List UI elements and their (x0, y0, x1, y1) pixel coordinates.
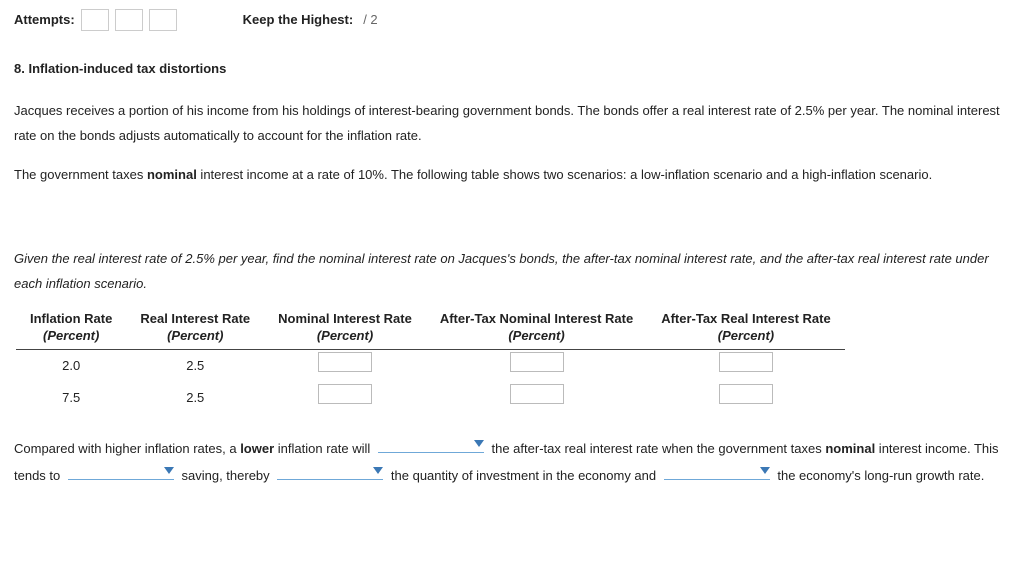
chevron-down-icon (474, 440, 484, 447)
col-atn-unit: (Percent) (440, 328, 633, 345)
question-number: 8. (14, 61, 25, 76)
col-inflation-label: Inflation Rate (30, 311, 112, 326)
input-after-tax-nominal-2[interactable] (510, 384, 564, 404)
paragraph-2: The government taxes nominal interest in… (14, 163, 1010, 188)
dropdown-2[interactable] (68, 463, 174, 480)
rates-table: Inflation Rate (Percent) Real Interest Ra… (16, 311, 845, 415)
question-title: 8. Inflation-induced tax distortions (14, 57, 1010, 82)
attempt-box-2[interactable] (115, 9, 143, 31)
col-inflation-unit: (Percent) (30, 328, 112, 345)
para1-text: Jacques receives a portion of his income… (14, 103, 879, 118)
col-nominal-unit: (Percent) (278, 328, 412, 345)
cell-inflation: 2.0 (16, 349, 126, 382)
attempts-label: Attempts: (14, 8, 75, 33)
chevron-down-icon (760, 467, 770, 474)
input-after-tax-nominal-1[interactable] (510, 352, 564, 372)
dropdown-3[interactable] (277, 463, 383, 480)
table-row: 2.0 2.5 (16, 349, 845, 382)
dropdown-4[interactable] (664, 463, 770, 480)
col-nominal: Nominal Interest Rate (Percent) (264, 311, 426, 349)
dropdown-1[interactable] (378, 436, 484, 453)
col-after-tax-real: After-Tax Real Interest Rate (Percent) (647, 311, 845, 349)
table-row: 7.5 2.5 (16, 382, 845, 415)
fill-t3b: nominal (825, 441, 875, 456)
fill-t2: inflation rate will (274, 441, 374, 456)
para3a-text: The government taxes (14, 167, 147, 182)
col-real-unit: (Percent) (140, 328, 250, 345)
para3b-text: nominal (147, 167, 197, 182)
input-nominal-1[interactable] (318, 352, 372, 372)
para3c-text: interest income at a rate of 10%. The fo… (197, 167, 932, 182)
fill-t1b: lower (240, 441, 274, 456)
fill-t1: Compared with higher inflation rates, a (14, 441, 240, 456)
keep-highest-label: Keep the Highest: (243, 8, 354, 33)
input-after-tax-real-2[interactable] (719, 384, 773, 404)
fill-t7: the economy's long-run growth rate. (777, 468, 984, 483)
question-heading: Inflation-induced tax distortions (28, 61, 226, 76)
instruction-text: Given the real interest rate of 2.5% per… (14, 247, 1010, 296)
attempt-box-3[interactable] (149, 9, 177, 31)
input-nominal-2[interactable] (318, 384, 372, 404)
col-real: Real Interest Rate (Percent) (126, 311, 264, 349)
col-inflation: Inflation Rate (Percent) (16, 311, 126, 349)
fill-t6: the quantity of investment in the econom… (391, 468, 660, 483)
cell-real: 2.5 (126, 349, 264, 382)
attempts-bar: Attempts: Keep the Highest: / 2 (14, 8, 1010, 33)
col-atr-label: After-Tax Real Interest Rate (661, 311, 831, 326)
fill-t5: saving, thereby (182, 468, 274, 483)
fill-in-paragraph: Compared with higher inflation rates, a … (14, 435, 1010, 490)
col-nominal-label: Nominal Interest Rate (278, 311, 412, 326)
paragraph-1: Jacques receives a portion of his income… (14, 99, 1010, 148)
keep-highest-value: / 2 (363, 8, 377, 33)
cell-inflation: 7.5 (16, 382, 126, 415)
attempt-box-1[interactable] (81, 9, 109, 31)
col-after-tax-nominal: After-Tax Nominal Interest Rate (Percent) (426, 311, 647, 349)
cell-real: 2.5 (126, 382, 264, 415)
chevron-down-icon (164, 467, 174, 474)
chevron-down-icon (373, 467, 383, 474)
col-real-label: Real Interest Rate (140, 311, 250, 326)
fill-t3: the after-tax real interest rate when th… (492, 441, 826, 456)
input-after-tax-real-1[interactable] (719, 352, 773, 372)
col-atn-label: After-Tax Nominal Interest Rate (440, 311, 633, 326)
col-atr-unit: (Percent) (661, 328, 831, 345)
